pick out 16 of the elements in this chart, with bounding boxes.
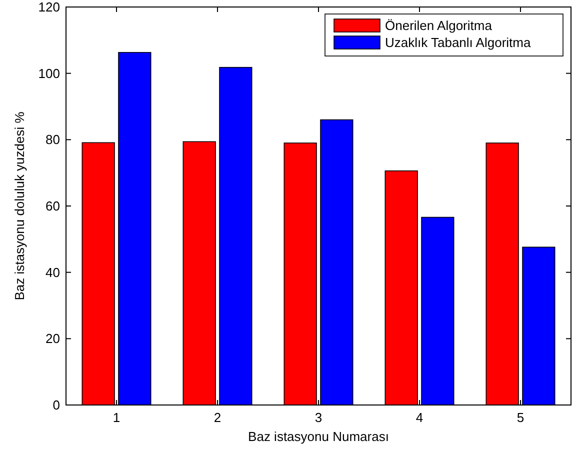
- x-tick-label: 2: [214, 410, 222, 425]
- legend-label: Uzaklık Tabanlı Algoritma: [385, 35, 532, 50]
- y-tick-label: 0: [52, 398, 60, 413]
- y-tick-label: 120: [38, 0, 60, 15]
- y-tick-label: 60: [46, 198, 60, 214]
- x-axis-title: Baz istasyonu Numarası: [248, 429, 389, 444]
- x-tick-label: 5: [516, 410, 524, 425]
- x-tick-label: 1: [112, 410, 120, 425]
- x-tick-label: 4: [416, 410, 424, 425]
- y-tick-label: 20: [46, 331, 60, 346]
- x-tick-label: 3: [314, 410, 322, 425]
- y-tick-label: 100: [38, 66, 60, 81]
- y-tick-label: 80: [46, 132, 60, 148]
- y-axis-title: Baz istasyonu doluluk yuzdesi %: [12, 111, 27, 300]
- legend-label: Önerilen Algoritma: [385, 18, 493, 33]
- y-tick-label: 40: [46, 264, 60, 280]
